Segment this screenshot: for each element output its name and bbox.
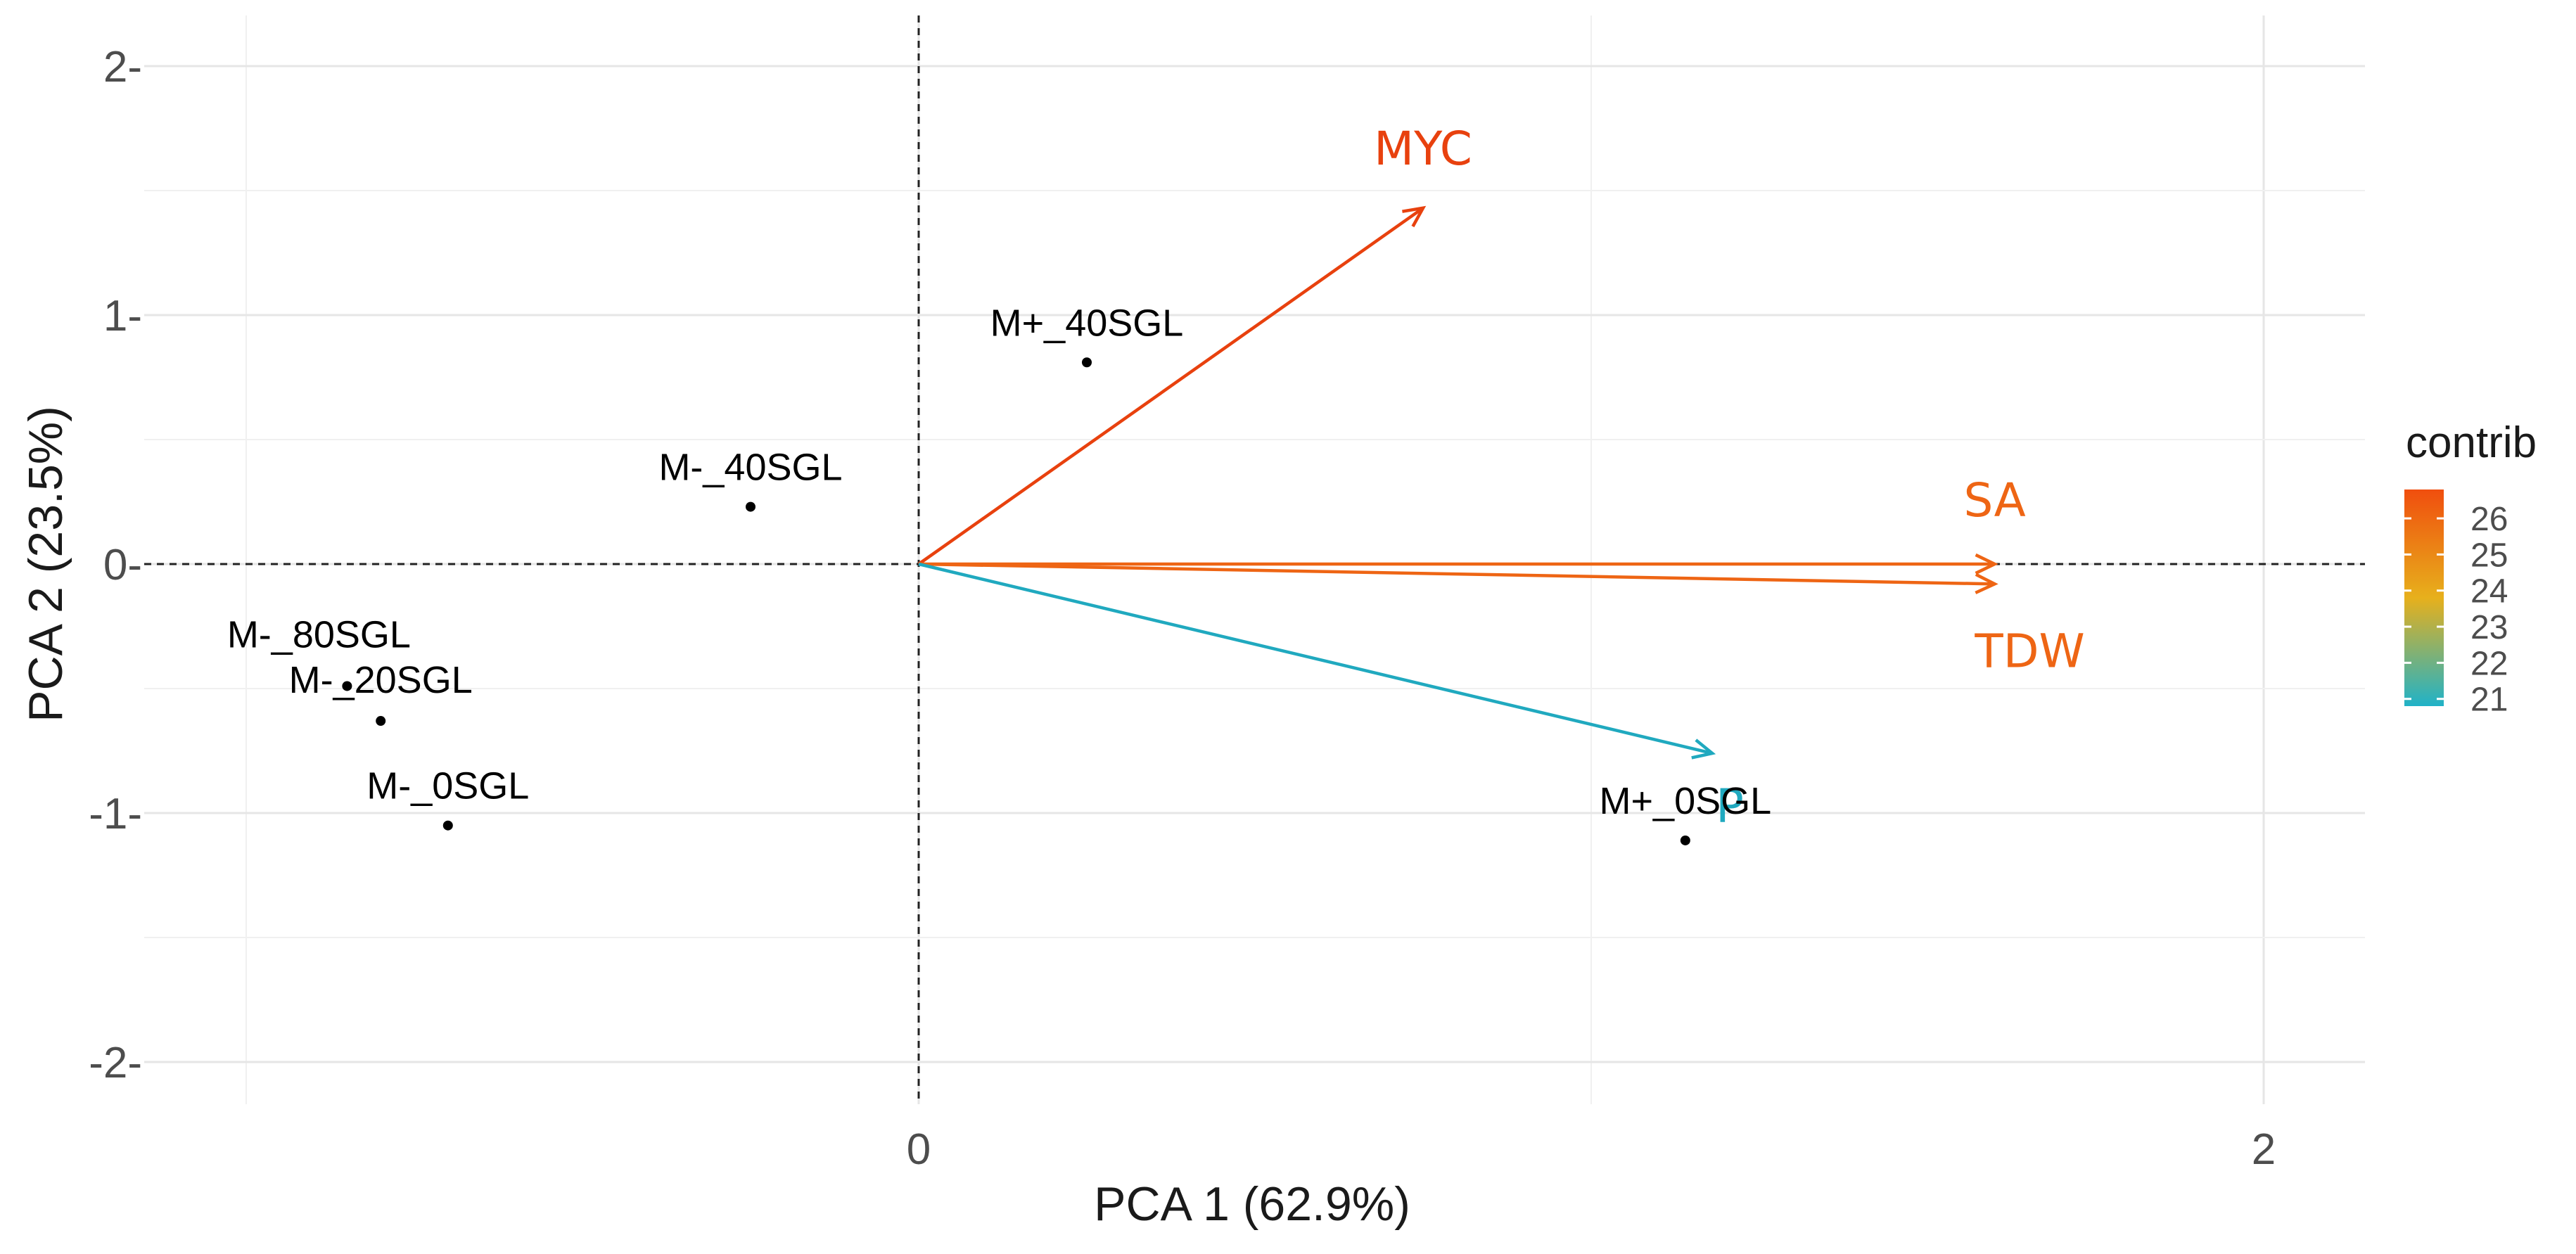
point-marker bbox=[342, 681, 352, 691]
point-marker bbox=[746, 501, 755, 512]
arrow-shaft bbox=[917, 206, 1424, 565]
point-label: M+_40SGL bbox=[990, 302, 1184, 344]
zero-reference-lines bbox=[144, 15, 2365, 1104]
individual-m-_80sgl: M-_80SGL bbox=[227, 613, 411, 691]
arrow-head bbox=[1402, 205, 1427, 228]
arrow-head bbox=[1975, 572, 1998, 594]
y-tick-label: 0- bbox=[103, 541, 142, 589]
y-tick-label: -2- bbox=[89, 1039, 142, 1087]
legend-tick-label: 24 bbox=[2470, 573, 2508, 610]
variable-label: P bbox=[1716, 779, 1744, 833]
x-tick-label: 2 bbox=[2252, 1125, 2276, 1174]
variable-label: TDW bbox=[1974, 624, 2084, 678]
variable-arrow-tdw: TDW bbox=[918, 562, 2085, 678]
arrow-head bbox=[1975, 553, 1998, 575]
variable-label: MYC bbox=[1374, 122, 1472, 176]
point-marker bbox=[442, 820, 453, 831]
variable-arrow-p: P bbox=[918, 562, 1744, 833]
point-label: M+_0SGL bbox=[1600, 780, 1772, 822]
individual-m-_40sgl: M-_40SGL bbox=[658, 447, 843, 512]
axis-ticks: -2024-2--1-0-1-2- bbox=[89, 43, 2276, 1174]
point-marker bbox=[376, 716, 386, 727]
individual-points: M+_80SGLM+_40SGLM+_20SGLM-_40SGLM-_80SGL… bbox=[227, 302, 1772, 845]
y-axis-title: PCA 2 (23.5%) bbox=[19, 406, 72, 722]
point-marker bbox=[1082, 357, 1092, 368]
x-axis-title: PCA 1 (62.9%) bbox=[1094, 1177, 1410, 1231]
arrow-shaft bbox=[918, 562, 1713, 755]
legend-tick-label: 23 bbox=[2470, 609, 2508, 646]
arrow-shaft bbox=[918, 562, 1995, 586]
variable-arrows: MYC SA TDW P bbox=[917, 122, 2085, 833]
variable-arrow-myc: MYC bbox=[917, 122, 1472, 565]
individual-m-_20sgl: M-_20SGL bbox=[289, 659, 473, 727]
legend-tick-label: 26 bbox=[2470, 501, 2508, 538]
variable-arrow-sa: SA bbox=[919, 473, 2026, 575]
legend-colorbar bbox=[2404, 490, 2444, 706]
individual-m+_40sgl: M+_40SGL bbox=[990, 302, 1184, 368]
individual-m-_0sgl: M-_0SGL bbox=[366, 765, 529, 831]
arrow-head bbox=[1691, 738, 1716, 760]
point-label: M-_80SGL bbox=[227, 613, 411, 655]
variable-label: SA bbox=[1963, 473, 2025, 527]
legend-tick-label: 22 bbox=[2470, 645, 2508, 682]
point-label: M-_0SGL bbox=[366, 765, 529, 807]
legend-title: contrib bbox=[2406, 418, 2537, 467]
legend-tick-label: 21 bbox=[2470, 682, 2508, 719]
y-tick-label: 2- bbox=[103, 43, 142, 91]
x-tick-label: 0 bbox=[907, 1125, 931, 1174]
point-label: M-_20SGL bbox=[289, 659, 473, 701]
legend-tick-label: 25 bbox=[2470, 537, 2508, 574]
point-marker bbox=[1680, 835, 1690, 845]
individual-m+_0sgl: M+_0SGL bbox=[1600, 780, 1772, 845]
grid-lines bbox=[144, 15, 2365, 1104]
y-tick-label: 1- bbox=[103, 292, 142, 340]
y-tick-label: -1- bbox=[89, 790, 142, 838]
point-label: M-_40SGL bbox=[658, 447, 842, 489]
